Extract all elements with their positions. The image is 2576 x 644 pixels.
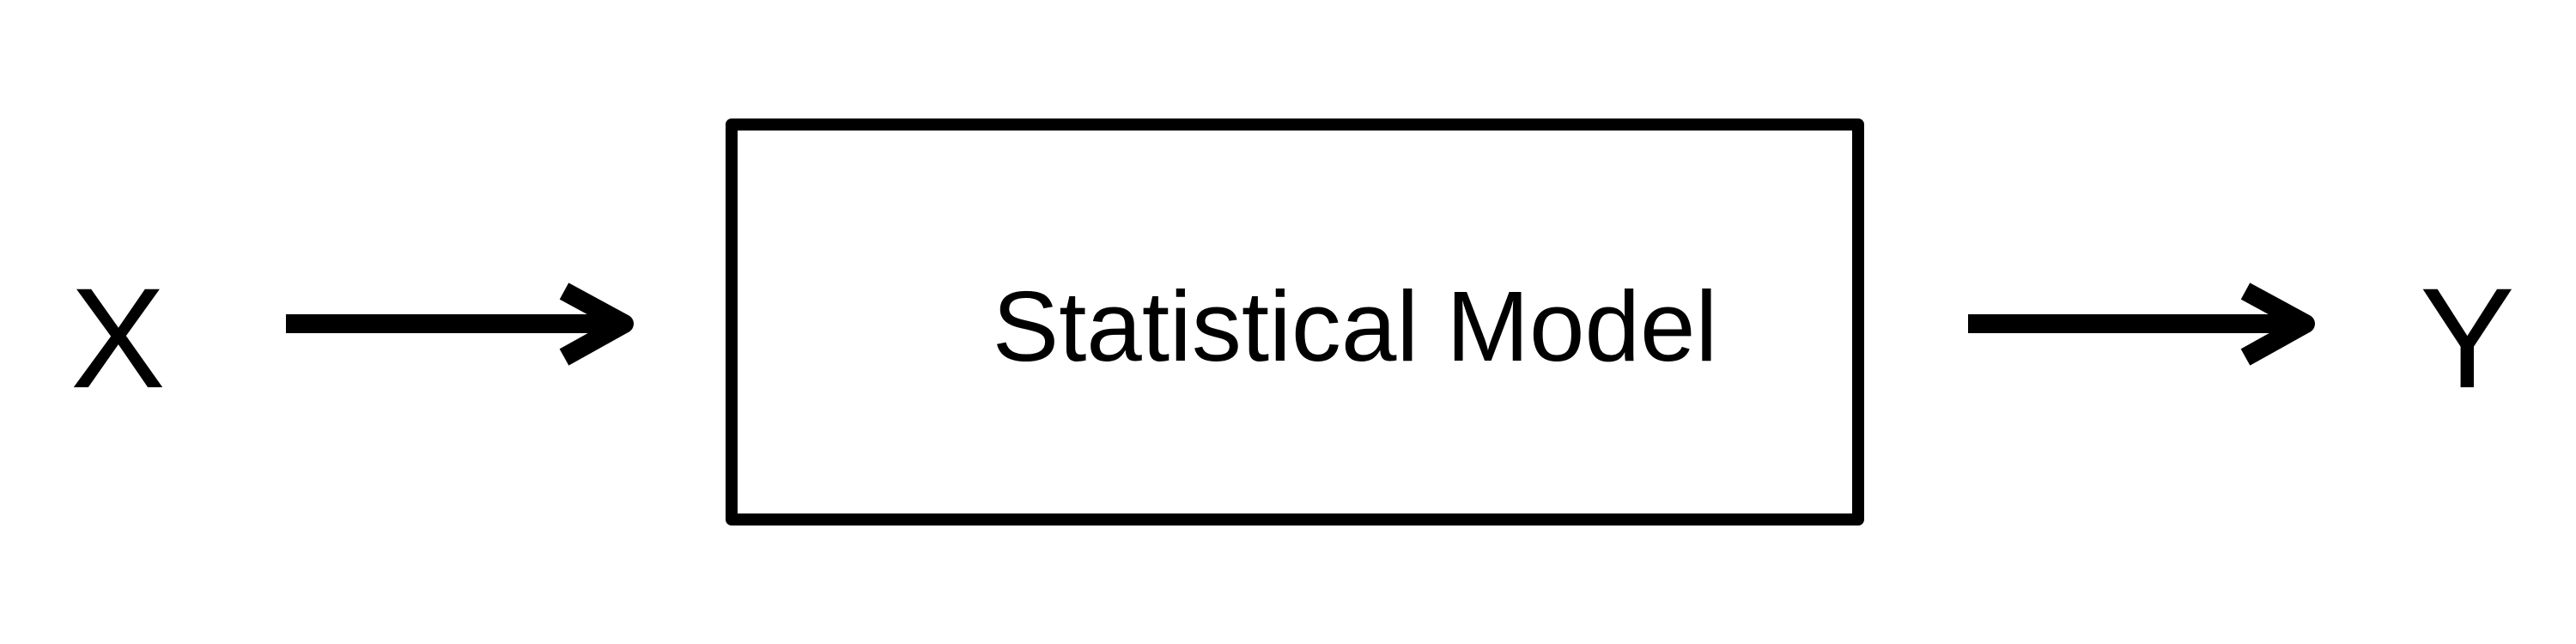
output-arrow xyxy=(1968,283,2315,366)
input-arrow-head xyxy=(559,283,634,366)
output-arrow-head xyxy=(2240,283,2315,366)
input-variable-label: X xyxy=(70,259,166,418)
output-variable-label: Y xyxy=(2420,259,2515,418)
model-box xyxy=(726,118,1864,526)
model-label: Statistical Model xyxy=(992,270,1718,382)
input-arrow xyxy=(286,283,634,366)
